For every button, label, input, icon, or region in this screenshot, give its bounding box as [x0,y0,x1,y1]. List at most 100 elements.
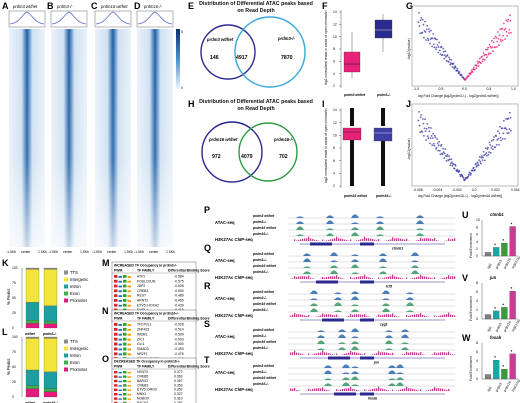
chip-signal [390,314,392,317]
volcano-point [480,162,482,165]
tf-family: MNX1 [137,392,147,396]
y-tick-label: 6 [333,159,335,163]
chip-signal [308,315,310,317]
volcano-point [478,57,481,60]
y-axis-label: -log10(pvalue) [407,38,411,60]
chip-signal [382,278,384,279]
significance-star: * [511,349,513,354]
pwm-logo-letter [127,285,131,288]
chip-signal [312,278,314,279]
chip-signal [424,315,426,317]
panel-letter: B [47,1,54,11]
col-header: TF FAMILY [137,365,155,369]
volcano-point [469,73,472,76]
chip-signal [316,240,318,241]
atac-peak [376,221,384,224]
y-tick-label: 10 [333,35,337,39]
chip-signal [436,388,438,391]
x-label: prdm16-/- [42,401,59,403]
chip-signal [376,353,378,355]
pwm-logo-letter [114,352,118,356]
chip-signal [394,238,396,241]
binding-score: -0.489 [174,294,184,298]
volcano-point [508,29,511,31]
pwm-logo-letter [127,385,131,387]
chip-signal [432,278,434,279]
tick-right: 1.5Kb [166,250,175,254]
pwm-logo-letter [118,324,122,326]
panel-title: prdm16-/- [143,4,163,9]
volcano-point [509,19,512,22]
volcano-point [481,55,483,58]
volcano-point [425,28,428,31]
chip-signal [338,316,340,317]
chip-signal [336,353,338,355]
atac-peak [330,252,338,256]
pwm-logo-letter [123,375,127,378]
track-label-chip: H3K27Ac ChIP-seq [215,351,253,356]
binding-score: -0.514 [174,328,184,332]
volcano-point [443,57,446,60]
volcano-point [495,37,498,39]
chip-signal [370,238,372,241]
col-header: Differential Binding Score [168,365,210,369]
chip-signal [444,277,446,279]
table-row: NOBOX 0.310 [114,397,183,401]
y-tick-label: 8 [333,146,335,150]
volcano-point [505,117,507,120]
stacked-bar-segment [43,338,58,372]
chip-signal [434,352,436,355]
volcano-point [435,146,438,149]
pwm-logo-letter [114,347,118,351]
chip-signal [448,238,450,241]
pwm-logo-letter [123,279,127,283]
panel-letter: P [204,205,210,215]
volcano-point [489,144,492,146]
chip-signal [330,353,332,355]
track-panel-q: Q ATAC-seq prdm3 wt/het prdm3-/- prdm16 wt/h… [204,243,456,289]
pwm-logo-letter [127,295,131,297]
outliers-mutant [381,108,385,126]
chip-signal [404,239,406,241]
x-tick-label: 0.004 [511,188,520,192]
chip-signal [408,352,410,355]
volcano-point [451,161,453,164]
volcano-point [419,19,422,21]
chip-signal [400,277,402,279]
gene-exon [360,280,374,284]
volcano-point [501,127,504,130]
chip-signal [418,276,420,279]
chip-signal [342,278,344,279]
chip-signal [310,238,312,241]
pwm-logo-letter [127,372,131,374]
stacked-bar-segment [43,267,58,270]
volcano-point [504,27,507,30]
volcano-point [436,38,438,41]
chip-signal [318,316,320,317]
chip-signal [446,314,448,317]
volcano-point [432,142,435,145]
chip-signal [320,352,322,355]
atac-peak [317,340,325,344]
track-row-label: prdm3-/- [252,370,267,374]
track-row-label: prdm3 wt/het [252,328,275,332]
atac-peak [351,341,359,344]
volcano-point [499,125,501,128]
volcano-point [493,37,495,40]
tf-family: ZIC1 [137,337,144,341]
panel-letter: H [188,99,195,109]
pwm-logo-letter [123,393,127,396]
volcano-point [428,28,430,30]
volcano-point [493,136,495,138]
volcano-point [446,153,449,156]
chip-signal [440,315,442,317]
chip-signal [430,389,432,391]
pwm-logo-letter [118,285,122,288]
atac-peak [382,303,390,306]
panel-letter: S [204,319,210,329]
volcano-point [483,58,486,61]
chip-signal [414,314,416,317]
chip-signal [420,237,422,241]
x-tick-label: H3K27Ac [511,318,520,333]
venn-right-label: prdm3-/- [277,36,295,41]
